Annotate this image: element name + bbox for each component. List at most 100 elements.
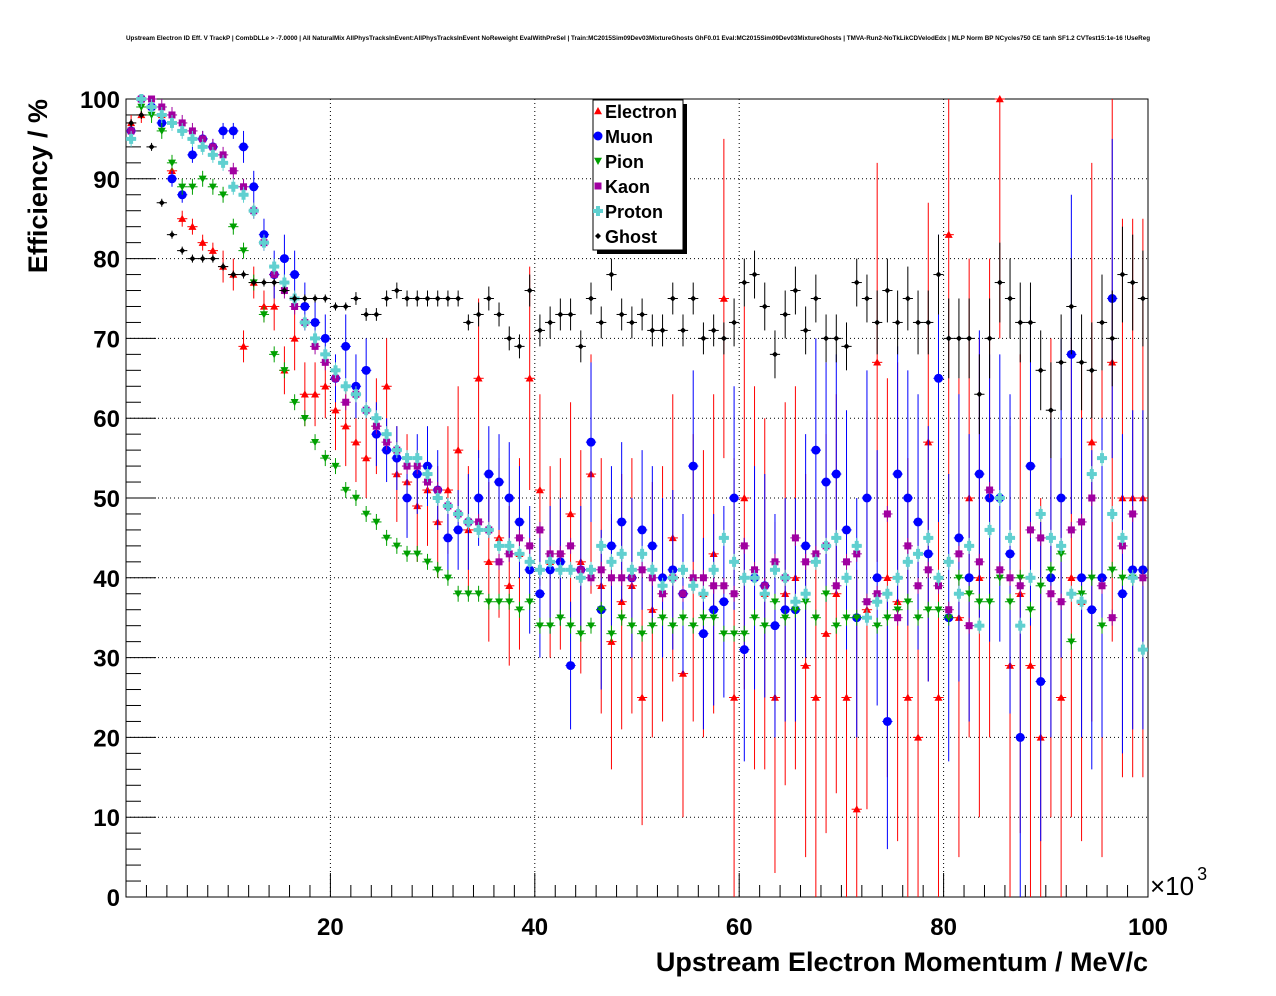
data-point [822,590,831,598]
data-point [362,510,371,518]
data-point [1078,518,1086,526]
data-point [1098,582,1106,590]
data-point [180,125,185,136]
data-point [178,183,187,191]
data-point [638,566,646,574]
data-point [650,564,655,575]
data-point [321,454,330,463]
data-point [547,319,554,326]
data-point [813,556,818,567]
data-point [323,349,328,360]
data-point [730,693,739,701]
data-point [843,558,851,566]
data-point [719,294,728,302]
data-point [443,574,452,582]
legend-label-muon: Muon [605,127,653,147]
data-point [832,582,840,590]
data-point [802,327,809,334]
data-point [700,335,707,342]
data-point [770,621,780,631]
data-point [680,564,685,575]
data-point [606,541,616,551]
data-point [558,564,563,575]
data-point [1026,606,1035,614]
data-point [414,295,421,302]
data-point [679,590,687,598]
data-point [476,524,481,535]
data-point [617,614,626,622]
data-point [373,311,380,318]
data-point [824,540,829,551]
data-point [1037,534,1045,542]
data-point [210,149,215,160]
data-point [842,693,851,701]
data-point [363,311,370,318]
data-point [1057,598,1065,606]
data-point [599,540,604,551]
data-point [1028,572,1033,583]
data-point [904,295,911,302]
data-point [486,524,491,535]
data-point [698,629,708,639]
data-point [883,573,892,581]
data-point [1037,367,1044,374]
data-point [484,598,493,606]
data-point [496,311,503,318]
y-tick-label: 100 [80,87,120,114]
data-point [658,614,667,622]
data-point [782,311,789,318]
data-point [903,693,912,701]
data-point [394,445,399,456]
data-point [219,191,228,199]
data-point [649,327,656,334]
x-tick-label: 20 [317,914,344,941]
data-point [168,231,175,238]
data-point [965,590,974,598]
y-tick-label: 70 [93,326,120,353]
data-point [935,271,942,278]
data-point [719,597,729,607]
data-point [588,295,595,302]
data-point [995,574,1004,582]
data-point [894,614,902,622]
data-point [863,295,870,302]
data-point [862,493,872,503]
data-point [977,620,982,631]
data-point [741,279,748,286]
data-point [129,133,134,144]
data-point [833,335,840,342]
data-point [424,295,431,302]
data-point [454,446,463,454]
data-point [873,622,882,630]
data-point [945,335,952,342]
data-point [640,548,645,559]
data-point [167,159,176,167]
data-point [1087,574,1096,582]
data-point [770,598,779,606]
data-point [1129,279,1136,286]
data-point [259,302,268,310]
data-point [229,223,238,231]
data-point [742,572,747,583]
x-axis-multiplier-exponent: 3 [1197,864,1207,884]
data-point [456,508,461,519]
data-point [548,556,553,567]
data-point [497,540,502,551]
data-point [433,566,442,574]
data-point [842,525,852,535]
data-point [883,510,891,518]
data-point [905,556,910,567]
data-point [443,533,453,543]
data-point [1120,532,1125,543]
data-point [944,230,953,238]
data-point [1130,572,1135,583]
data-point [823,335,830,342]
data-point [903,598,912,606]
data-point [945,606,953,614]
y-tick-label: 0 [107,885,120,912]
data-point [821,477,831,487]
data-point [955,550,963,558]
data-point [629,564,634,575]
data-point [854,540,859,551]
data-point [1108,566,1117,574]
